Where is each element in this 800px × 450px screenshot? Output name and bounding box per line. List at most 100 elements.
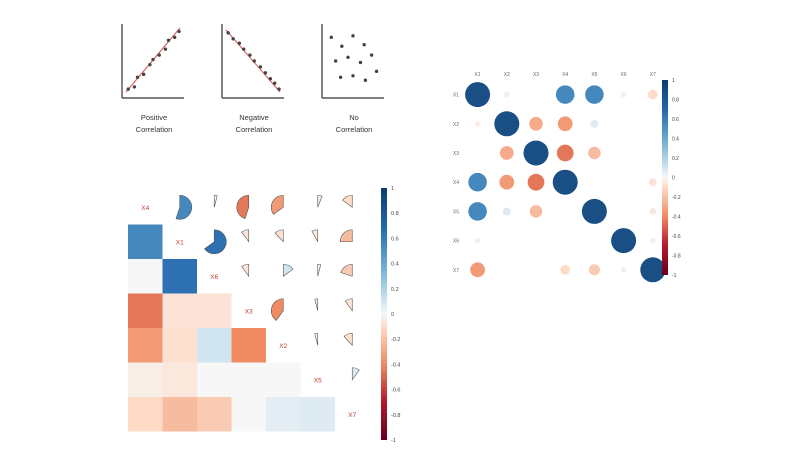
colorbar-tick-label: 0.2 [672, 156, 679, 162]
diagonal-label: X2 [279, 343, 287, 350]
pie-glyph [317, 263, 322, 277]
pie-glyph [314, 332, 319, 346]
correlation-circle [620, 91, 627, 98]
pie-glyph [343, 332, 353, 347]
panel-label: Positive [141, 113, 167, 122]
data-point [151, 57, 155, 62]
matrix-cell [197, 362, 232, 397]
matrix-cell [128, 362, 163, 397]
data-point [374, 69, 379, 74]
matrix-cell [128, 328, 163, 363]
matrix-cell [231, 362, 266, 397]
data-point [358, 60, 363, 65]
colorbar-tick-label: 0.8 [391, 211, 399, 217]
matrix-cell [231, 328, 266, 363]
column-label: X1 [475, 72, 481, 78]
diagonal-label: X1 [176, 239, 184, 246]
matrix-cell [128, 224, 163, 259]
colorbar-tick-label: 0 [672, 176, 675, 182]
column-label: X4 [562, 72, 568, 78]
scatter-panel-none: No Correlation [321, 24, 384, 134]
matrix-cell [197, 293, 232, 328]
data-point [148, 62, 152, 67]
colorbar [662, 80, 668, 275]
correlation-circle [529, 116, 543, 131]
colorbar-tick-label: -0.8 [391, 413, 400, 419]
panel-label: Correlation [236, 125, 273, 134]
data-point [362, 43, 366, 47]
correlation-circle [474, 237, 481, 244]
row-label: X4 [453, 180, 459, 186]
pie-glyph [314, 298, 319, 311]
data-point [338, 75, 343, 79]
correlation-circle [581, 198, 607, 224]
matrix-cell [128, 293, 163, 328]
data-point [369, 53, 374, 57]
correlation-circle [523, 140, 549, 166]
matrix-cell [197, 397, 232, 432]
diagonal-label: X3 [245, 308, 253, 315]
colorbar-tick-label: -0.4 [672, 215, 681, 221]
data-point [237, 41, 242, 45]
correlation-circle [620, 267, 627, 273]
colorbar-tick-label: 0.4 [672, 137, 679, 143]
row-label: X6 [453, 239, 459, 245]
correlation-circle [611, 228, 637, 254]
colorbar-tick-label: -0.2 [391, 337, 400, 343]
data-point [268, 77, 273, 81]
pie-glyph [351, 367, 360, 381]
diagonal-label: X4 [141, 205, 149, 212]
data-point [142, 72, 146, 77]
column-label: X2 [504, 72, 510, 78]
data-point [340, 44, 344, 48]
matrix-cell [300, 397, 335, 432]
correlation-circle [560, 264, 571, 275]
mixed-correlation-matrix: X4 X1 X6 X3 X2 X5 X7 1 0.8 0.6 0.4 0.2 0 -0.2 -0.4 -0.6… [128, 186, 400, 444]
correlation-circle [557, 116, 573, 132]
correlation-circle [504, 91, 510, 98]
data-point [126, 87, 130, 91]
circle-correlation-matrix: X1 X1 X2 X2 X3 X3 X4 X4 X5 X5 X6 X6 X7 X7 1 0.8 0.6 0.4 0.… [453, 72, 681, 283]
data-point [351, 74, 355, 78]
data-point [263, 71, 268, 75]
correlation-circle [468, 202, 487, 221]
pie-glyph [175, 194, 193, 220]
correlation-circle [649, 207, 657, 215]
data-point [166, 38, 171, 42]
matrix-cell [162, 328, 197, 363]
pie-glyph [204, 229, 227, 255]
data-point [363, 78, 368, 82]
colorbar-tick-label: -1 [391, 438, 396, 444]
column-label: X5 [591, 72, 597, 78]
column-label: X6 [621, 72, 627, 78]
panel-label: Correlation [136, 125, 173, 134]
matrix-cell [162, 259, 197, 294]
row-label: X7 [453, 268, 459, 274]
column-label: X3 [533, 72, 539, 78]
correlation-circle [648, 178, 657, 187]
matrix-cell [266, 397, 301, 432]
correlation-circle [527, 173, 545, 191]
correlation-examples: PositiveCorrelationNegativeCorrelationNo… [121, 24, 384, 134]
colorbar-tick-label: -0.8 [672, 254, 681, 260]
correlation-circle [650, 237, 656, 244]
pie-glyph [342, 194, 353, 208]
pie-glyph [282, 263, 294, 277]
matrix-cell [162, 362, 197, 397]
data-point [273, 81, 277, 85]
pie-glyph [213, 194, 218, 208]
colorbar-tick-label: -0.4 [391, 362, 400, 368]
correlation-circle [555, 85, 575, 104]
data-point [177, 29, 181, 34]
correlation-circle [468, 172, 487, 192]
correlation-circle [647, 89, 658, 100]
correlation-circle [588, 264, 600, 276]
data-point [163, 47, 168, 51]
correlation-circle [502, 207, 511, 216]
colorbar-tick-label: 0.6 [672, 117, 679, 123]
scatter-panel-positive: Positive Correlation [121, 24, 184, 134]
colorbar-tick-label: -0.6 [391, 388, 400, 394]
data-point [252, 59, 256, 63]
correlation-circle [465, 82, 491, 108]
